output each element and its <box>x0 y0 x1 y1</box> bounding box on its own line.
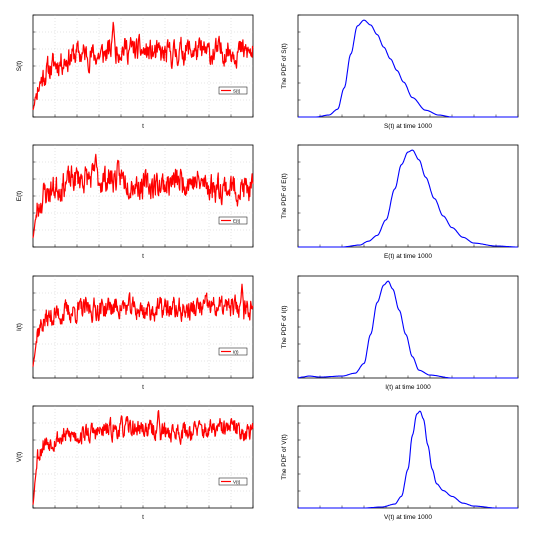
plot-frame <box>297 144 519 248</box>
y-axis-label: The PDF of S(t) <box>281 43 288 89</box>
plot-frame <box>297 14 519 118</box>
series-line <box>32 153 254 239</box>
time-series-panel: t I(t) I(t) <box>16 275 254 391</box>
pdf-panel: E(t) at time 1000 The PDF of E(t) <box>281 144 519 260</box>
pdf-curve <box>298 19 518 118</box>
legend-label: V(t) <box>233 480 241 485</box>
legend: S(t) <box>218 86 248 95</box>
series-line <box>32 410 254 505</box>
x-axis-label: I(t) at time 1000 <box>385 384 431 391</box>
time-series-panel: t E(t) E(t) <box>16 144 254 260</box>
y-axis-label: S(t) <box>16 61 23 71</box>
legend: V(t) <box>218 477 248 486</box>
y-axis-label: E(t) <box>16 191 23 201</box>
y-axis-label: The PDF of I(t) <box>281 306 288 349</box>
x-axis-label: t <box>142 384 144 391</box>
x-axis-label: t <box>142 514 144 521</box>
legend-box <box>218 477 248 486</box>
plot-frame <box>297 405 519 509</box>
y-axis-label: I(t) <box>16 323 23 331</box>
legend-box <box>218 216 248 225</box>
pdf-panel: V(t) at time 1000 The PDF of V(t) <box>281 405 519 521</box>
y-axis-label: The PDF of V(t) <box>281 434 288 480</box>
time-series-panel: t S(t) S(t) <box>16 14 254 130</box>
pdf-curve <box>297 280 518 379</box>
pdf-curve <box>298 149 518 248</box>
plot-frame <box>297 275 519 379</box>
legend-label: S(t) <box>233 89 241 94</box>
legend: I(t) <box>218 347 248 356</box>
legend-label: E(t) <box>233 219 241 224</box>
legend-label: I(t) <box>233 350 239 355</box>
pdf-curve <box>298 410 518 509</box>
legend-box <box>218 347 248 356</box>
x-axis-label: V(t) at time 1000 <box>384 514 432 521</box>
x-axis-label: t <box>142 253 144 260</box>
y-axis-label: V(t) <box>16 452 23 462</box>
pdf-panel: I(t) at time 1000 The PDF of I(t) <box>281 275 519 391</box>
legend: E(t) <box>218 216 248 225</box>
series-line <box>32 21 254 111</box>
x-axis-label: E(t) at time 1000 <box>384 253 432 260</box>
series-line <box>32 283 254 367</box>
time-series-panel: t V(t) V(t) <box>16 405 254 521</box>
y-axis-label: The PDF of E(t) <box>281 173 288 219</box>
legend-box <box>218 86 248 95</box>
x-axis-label: S(t) at time 1000 <box>384 123 432 130</box>
pdf-panel: S(t) at time 1000 The PDF of S(t) <box>281 14 519 130</box>
x-axis-label: t <box>142 123 144 130</box>
